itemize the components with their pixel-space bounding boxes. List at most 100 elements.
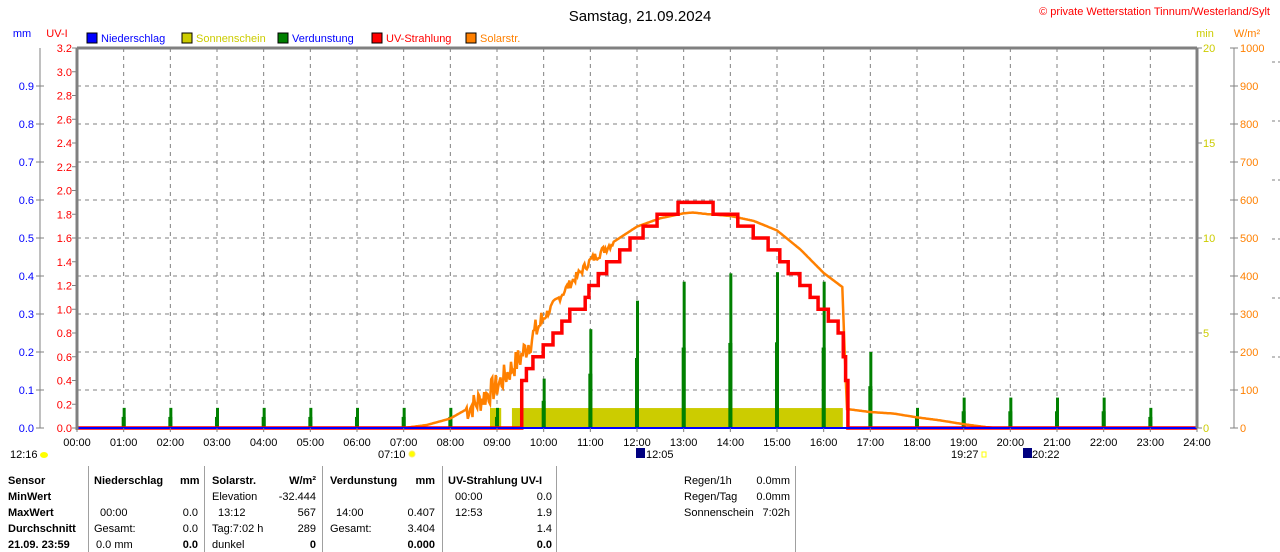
min-axis-label: min — [1196, 28, 1214, 40]
uv-line — [77, 200, 1197, 430]
uv-header: UV-Strahlung UV-I — [448, 475, 543, 487]
x-tick-label: 00:00 — [63, 437, 91, 449]
verdunstung-header: Verdunstung — [330, 475, 398, 487]
evaporation-bar-base — [355, 416, 359, 428]
verdunstung-max-value: 0.407 — [407, 507, 435, 519]
solar-avg-value: 289 — [297, 523, 316, 535]
solar-current-label: dunkel — [212, 539, 245, 551]
uv-tick-label: 0.6 — [57, 352, 72, 364]
uv-tick-label: 3.0 — [57, 67, 72, 79]
uv-tick-label: 2.2 — [57, 162, 72, 174]
solar-header: Solarstr. — [212, 475, 257, 487]
summary-regen-tag-label: Regen/Tag — [684, 491, 738, 503]
evaporation-bar-base — [1101, 411, 1106, 428]
verdunstung-unit: mm — [415, 475, 435, 487]
uv-tick-label: 3.2 — [57, 43, 72, 55]
evaporation-bar-base — [681, 347, 686, 428]
evaporation-bar-base — [168, 416, 173, 428]
x-tick-label: 15:00 — [763, 437, 791, 449]
solar-max-time: 13:12 — [218, 507, 246, 519]
legend-swatch-3 — [371, 32, 383, 44]
evaporation-bar-base — [635, 357, 639, 428]
moonset-time: 20:22 — [1032, 449, 1060, 461]
niederschlag-header: Niederschlag — [94, 475, 164, 487]
niederschlag-unit: mm — [180, 475, 200, 487]
x-tick-label: 17:00 — [857, 437, 885, 449]
axes: 0.0 0.1 0.2 0.3 0.4 0.5 0.6 0.7 0.8 0.9 0.0 0.2 0.4 0… — [19, 43, 1280, 449]
wm2-tick-label: 0 — [1240, 423, 1246, 435]
mm-axis-label: mm — [13, 28, 31, 40]
moon-icon — [40, 452, 48, 458]
evaporation-bar-base — [448, 416, 453, 428]
x-tick-label: 14:00 — [717, 437, 745, 449]
x-tick-label: 05:00 — [297, 437, 325, 449]
uv-tick-label: 0.8 — [57, 328, 72, 340]
uv-tick-label: 2.4 — [57, 138, 72, 150]
summary-table: Sensor MinWert MaxWert Durchschnitt 21.0… — [0, 466, 1280, 552]
evaporation-bar-base — [1148, 416, 1153, 428]
legend-label: UV-Strahlung — [386, 33, 451, 45]
evaporation-bar-base — [915, 416, 919, 428]
mm-tick-label: 0.3 — [19, 309, 34, 321]
uv-tick-label: 2.8 — [57, 91, 72, 103]
x-tick-label: 16:00 — [810, 437, 838, 449]
x-tick-label: 24:00 — [1183, 437, 1211, 449]
sunset-icon — [981, 451, 987, 458]
uv-avg-value: 1.4 — [536, 523, 552, 535]
wm2-tick-label: 800 — [1240, 119, 1258, 131]
legend-swatch-4 — [465, 32, 477, 44]
min-tick-label: 20 — [1203, 43, 1215, 55]
x-tick-label: 21:00 — [1043, 437, 1071, 449]
moonrise-time: 12:05 — [646, 449, 674, 461]
wm2-tick-label: 100 — [1240, 385, 1258, 397]
wm2-tick-label: 1000 — [1240, 43, 1264, 55]
evaporation-bar-base — [541, 400, 546, 428]
solar-min-value: -32.444 — [278, 491, 316, 503]
x-tick-label: 13:00 — [670, 437, 698, 449]
wm2-tick-label: 700 — [1240, 157, 1258, 169]
x-tick-label: 22:00 — [1090, 437, 1118, 449]
summary-sunshine-label: Sonnenschein — [684, 507, 754, 519]
moonset-icon — [1023, 448, 1032, 458]
uv-tick-label: 0.2 — [57, 399, 72, 411]
evaporation-bar-base — [261, 416, 266, 428]
mm-tick-label: 0.5 — [19, 233, 34, 245]
evaporation-bar-base — [401, 416, 406, 428]
wm2-tick-label: 400 — [1240, 271, 1258, 283]
solar-current-value: 0 — [309, 539, 316, 551]
wm2-tick-label: 500 — [1240, 233, 1258, 245]
wm2-tick-label: 900 — [1240, 81, 1258, 93]
verdunstung-avg-value: 3.404 — [407, 523, 435, 535]
min-tick-label: 5 — [1203, 328, 1209, 340]
row-label-max: MaxWert — [8, 507, 54, 519]
x-tick-label: 04:00 — [250, 437, 278, 449]
mm-tick-label: 0.7 — [19, 157, 34, 169]
x-tick-label: 18:00 — [903, 437, 931, 449]
mm-tick-label: 0.4 — [19, 271, 34, 283]
sunrise-time: 07:10 — [378, 449, 406, 461]
copyright: © private Wetterstation Tinnum/Westerlan… — [1039, 6, 1270, 18]
x-tick-label: 19:00 — [950, 437, 978, 449]
x-tick-label: 01:00 — [110, 437, 138, 449]
wm2-tick-label: 300 — [1240, 309, 1258, 321]
x-tick-label: 02:00 — [157, 437, 185, 449]
uv-tick-label: 1.2 — [57, 281, 72, 293]
chart-marks — [77, 200, 1197, 430]
mm-tick-label: 0.2 — [19, 347, 34, 359]
summary-regen-tag-value: 0.0mm — [756, 491, 790, 503]
evaporation-bar-base — [588, 373, 593, 428]
uv-axis-label: UV-I — [46, 28, 67, 40]
uv-min-time: 00:00 — [455, 491, 483, 503]
solar-max-value: 567 — [297, 507, 316, 519]
x-tick-label: 11:00 — [577, 437, 604, 449]
niederschlag-max-time: 00:00 — [100, 507, 128, 519]
uv-tick-label: 1.6 — [57, 233, 72, 245]
legend: Niederschlag Sonnenschein Verdunstung UV-St… — [86, 32, 520, 45]
solar-avg-label: Tag:7:02 h — [212, 523, 264, 535]
wm2-tick-label: 600 — [1240, 195, 1258, 207]
min-tick-label: 0 — [1203, 423, 1209, 435]
legend-swatch-2 — [277, 32, 289, 44]
mm-tick-label: 0.1 — [19, 385, 34, 397]
x-tick-label: 03:00 — [203, 437, 231, 449]
evaporation-bar-base — [728, 342, 733, 428]
